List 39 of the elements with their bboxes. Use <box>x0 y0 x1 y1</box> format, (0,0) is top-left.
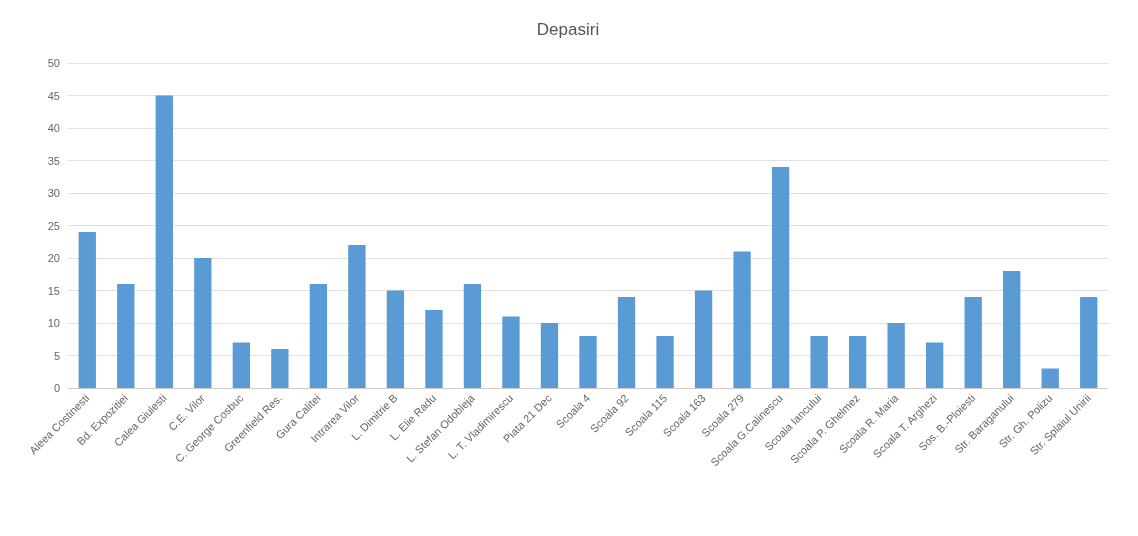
bar <box>117 284 135 388</box>
bar <box>926 342 944 388</box>
bar <box>1003 271 1021 388</box>
y-tick-label: 25 <box>47 219 60 232</box>
bar <box>733 251 751 388</box>
bar <box>887 323 905 388</box>
y-tick-label: 15 <box>47 284 60 297</box>
bar <box>232 342 250 388</box>
bar <box>78 232 96 388</box>
y-tick-label: 40 <box>47 122 60 134</box>
bar <box>656 336 674 388</box>
bar <box>694 290 713 388</box>
y-tick-label: 35 <box>47 154 60 167</box>
y-tick-label: 45 <box>47 89 60 102</box>
bar <box>309 284 328 388</box>
bar <box>425 310 443 388</box>
bar <box>155 95 173 388</box>
chart-title: Depasiri <box>536 20 600 39</box>
bar <box>1041 368 1059 388</box>
bar <box>771 167 790 388</box>
bar <box>463 284 482 388</box>
bar <box>540 323 559 388</box>
bar <box>194 258 212 388</box>
bar <box>502 316 520 388</box>
y-tick-label: 10 <box>47 317 60 329</box>
y-tick-label: 5 <box>53 349 60 362</box>
y-tick-label: 50 <box>47 57 60 69</box>
bar <box>617 297 636 388</box>
y-tick-label: 30 <box>47 187 60 199</box>
bar <box>848 336 867 388</box>
bar <box>964 297 982 388</box>
bar <box>1080 297 1098 388</box>
bar <box>810 336 828 388</box>
y-tick-label: 20 <box>47 252 60 264</box>
bar <box>348 245 366 388</box>
bar <box>579 336 597 388</box>
y-tick-label: 0 <box>53 382 60 394</box>
bar <box>386 290 405 388</box>
bar <box>271 349 289 388</box>
